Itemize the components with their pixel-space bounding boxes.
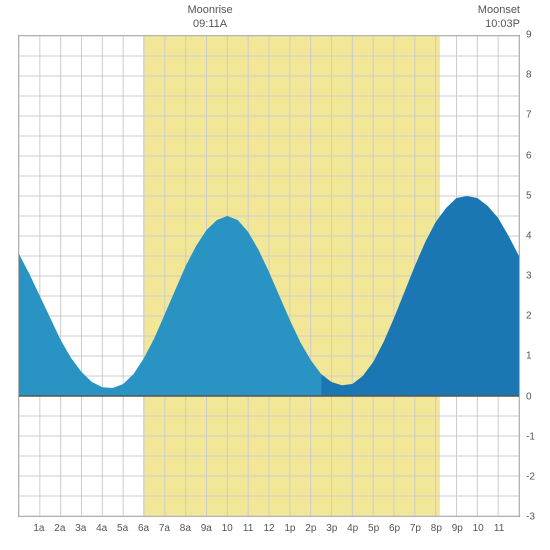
header-title: Moonset [478, 4, 520, 18]
y-tick-label: 8 [526, 70, 532, 81]
y-tick-label: -1 [526, 431, 535, 442]
y-tick-label: -2 [526, 471, 535, 482]
x-tick-label: 10 [473, 523, 484, 534]
x-tick-label: 4p [347, 523, 358, 534]
x-tick-label: 8p [431, 523, 442, 534]
x-tick-label: 2a [54, 523, 65, 534]
y-tick-label: 4 [526, 230, 532, 241]
x-tick-label: 3a [75, 523, 86, 534]
x-tick-label: 9p [452, 523, 463, 534]
tide-chart: 1a2a3a4a5a6a7a8a9a1011121p2p3p4p5p6p7p8p… [0, 0, 550, 550]
x-tick-label: 10 [222, 523, 233, 534]
header-title: Moonrise [187, 4, 232, 18]
y-tick-label: 0 [526, 391, 532, 402]
x-tick-label: 6p [389, 523, 400, 534]
y-tick-label: -3 [526, 512, 535, 523]
x-tick-label: 1a [33, 523, 44, 534]
moonset-label: Moonset10:03P [478, 4, 520, 32]
x-tick-label: 6a [138, 523, 149, 534]
header-time: 10:03P [478, 18, 520, 32]
header-time: 09:11A [187, 18, 232, 32]
x-tick-label: 5a [117, 523, 128, 534]
x-tick-label: 11 [243, 523, 253, 534]
x-tick-label: 5p [368, 523, 379, 534]
x-tick-label: 7p [410, 523, 421, 534]
y-tick-label: 2 [526, 311, 532, 322]
y-tick-label: 5 [526, 190, 532, 201]
plot-svg [19, 36, 519, 516]
plot-area [18, 35, 520, 517]
x-tick-label: 8a [180, 523, 191, 534]
x-tick-label: 1p [284, 523, 295, 534]
y-tick-label: 9 [526, 30, 532, 41]
x-tick-label: 12 [263, 523, 274, 534]
x-tick-label: 2p [305, 523, 316, 534]
y-tick-label: 7 [526, 110, 532, 121]
y-tick-label: 3 [526, 271, 532, 282]
x-tick-label: 4a [96, 523, 107, 534]
x-tick-label: 11 [494, 523, 504, 534]
x-tick-label: 7a [159, 523, 170, 534]
y-tick-label: 6 [526, 150, 532, 161]
moonrise-label: Moonrise09:11A [187, 4, 232, 32]
x-tick-label: 9a [201, 523, 212, 534]
x-tick-label: 3p [326, 523, 337, 534]
y-tick-label: 1 [526, 351, 532, 362]
